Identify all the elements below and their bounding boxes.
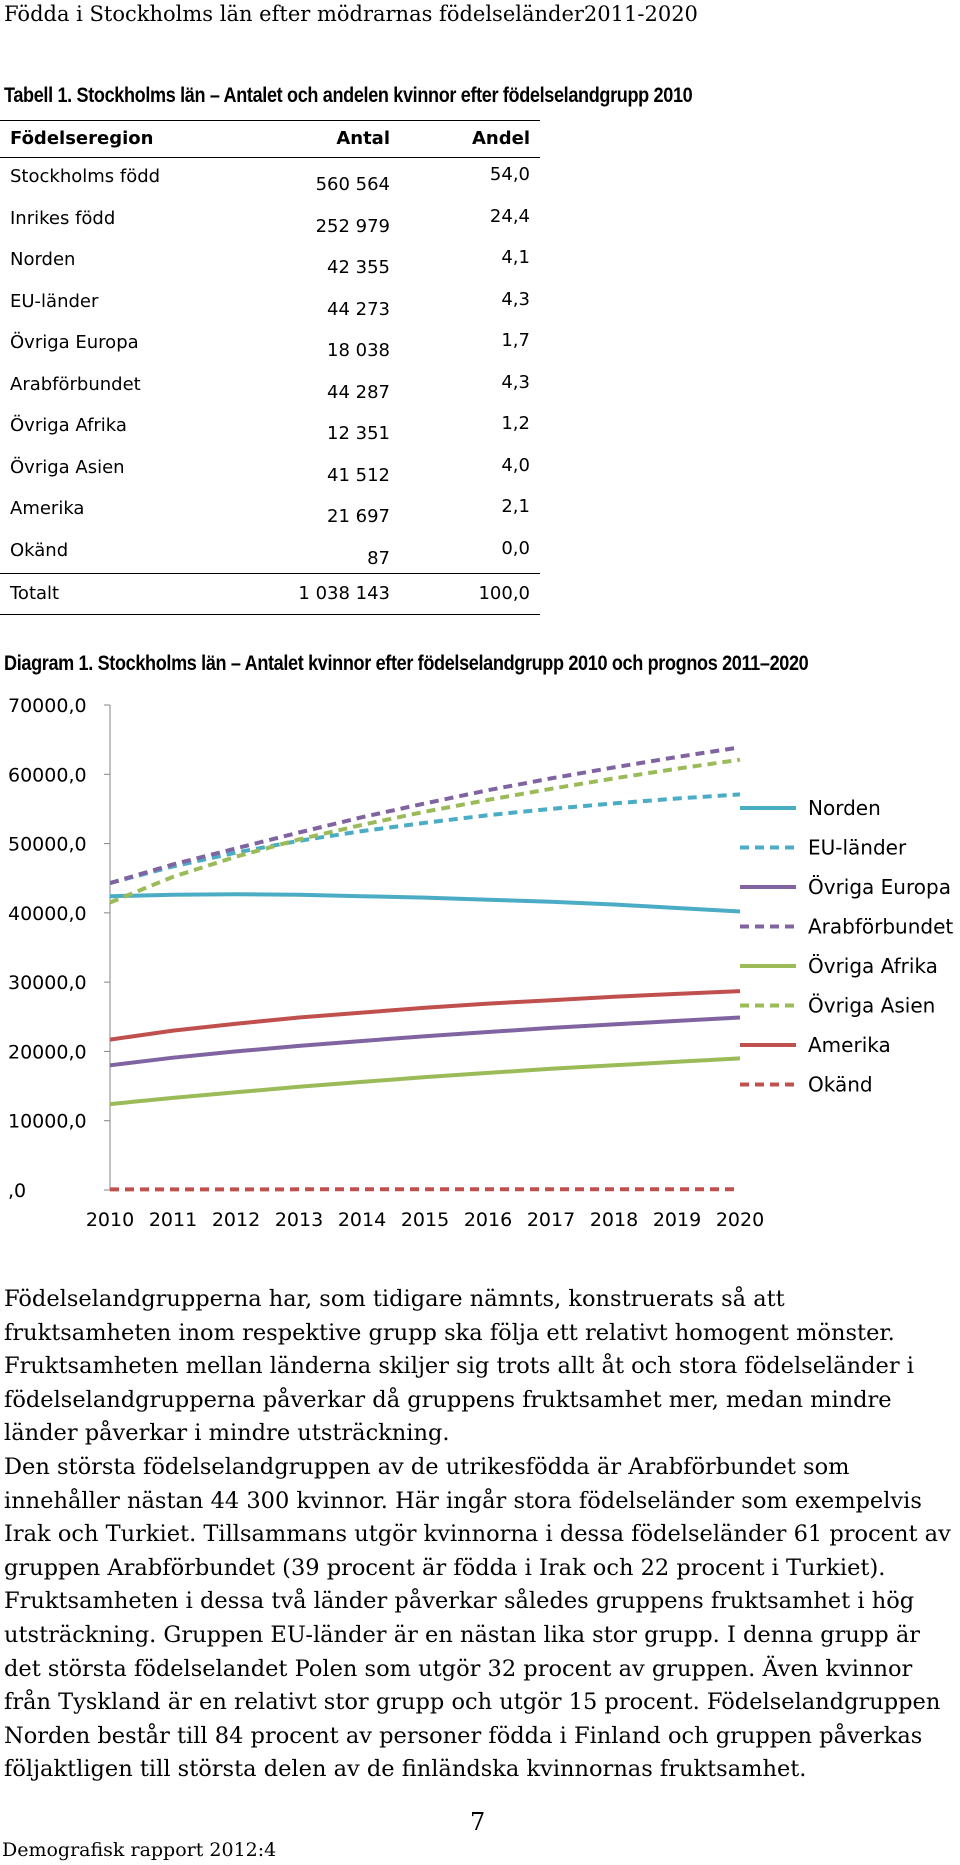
table-row: Stockholms född 560 564 54,0 bbox=[0, 158, 540, 200]
table-header-row: Födelseregion Antal Andel bbox=[0, 120, 540, 158]
y-tick-label: 30000,0 bbox=[8, 972, 87, 994]
body-text: Födelselandgrupperna har, som tidigare n… bbox=[4, 1283, 954, 1787]
x-tick-label: 2010 bbox=[86, 1209, 134, 1231]
series-line-övriga-asien bbox=[109, 757, 741, 905]
table-cell-name: Inrikes född bbox=[10, 207, 116, 229]
table-cell-antal: 41 512 bbox=[327, 464, 390, 486]
table-body: Stockholms född 560 564 54,0 Inrikes född 25… bbox=[0, 158, 540, 573]
x-tick-label: 2011 bbox=[149, 1209, 197, 1231]
table-cell-antal: 87 bbox=[367, 547, 390, 569]
table-row: Övriga Asien 41 512 4,0 bbox=[0, 449, 540, 491]
table-cell-name: Övriga Asien bbox=[10, 456, 125, 478]
page-header: Födda i Stockholms län efter mödrarnas f… bbox=[4, 2, 698, 26]
table-cell-andel: 4,3 bbox=[501, 371, 530, 393]
total-andel: 100,0 bbox=[478, 583, 530, 604]
y-tick-label: ,0 bbox=[8, 1180, 26, 1202]
x-tick-label: 2012 bbox=[212, 1209, 260, 1231]
col-header-region: Födelseregion bbox=[10, 128, 154, 149]
x-tick-label: 2020 bbox=[716, 1209, 764, 1231]
series-line-övriga-afrika bbox=[109, 1056, 741, 1107]
table-row: Inrikes född 252 979 24,4 bbox=[0, 200, 540, 242]
paragraph-2: Den största födelselandgruppen av de utr… bbox=[4, 1453, 951, 1783]
y-tick-label: 20000,0 bbox=[8, 1041, 87, 1063]
x-tick-label: 2016 bbox=[464, 1209, 512, 1231]
series-line-norden bbox=[109, 892, 741, 914]
table-cell-andel: 4,1 bbox=[501, 247, 530, 268]
series-line-övriga-europa bbox=[109, 1015, 741, 1068]
table-cell-antal: 44 287 bbox=[327, 381, 390, 403]
table-cell-andel: 24,4 bbox=[489, 205, 530, 227]
y-tick-label: 10000,0 bbox=[8, 1111, 87, 1133]
table-cell-andel: 4,3 bbox=[501, 288, 530, 310]
table-cell-name: Norden bbox=[10, 249, 76, 270]
table-cell-antal: 21 697 bbox=[327, 506, 390, 527]
table-cell-antal: 44 273 bbox=[327, 298, 390, 320]
page-number: 7 bbox=[470, 1808, 486, 1836]
table-cell-andel: 0,0 bbox=[501, 537, 530, 559]
y-tick-label: 50000,0 bbox=[8, 834, 87, 856]
x-tick-label: 2014 bbox=[338, 1209, 386, 1231]
x-tick-label: 2015 bbox=[401, 1209, 449, 1231]
table-cell-name: Okänd bbox=[10, 539, 69, 561]
table-row: EU-länder 44 273 4,3 bbox=[0, 283, 540, 325]
table-cell-name: Övriga Afrika bbox=[10, 415, 127, 436]
total-name: Totalt bbox=[10, 583, 60, 604]
legend-label: Norden bbox=[808, 796, 881, 820]
table-caption: Tabell 1. Stockholms län – Antalet och a… bbox=[4, 84, 693, 107]
table-cell-andel: 1,2 bbox=[501, 413, 530, 434]
table-cell-andel: 4,0 bbox=[501, 454, 530, 476]
series-line-arabförbundet bbox=[109, 745, 741, 886]
legend-label: Övriga Europa bbox=[808, 875, 951, 899]
total-antal: 1 038 143 bbox=[298, 583, 390, 604]
table-cell-name: Stockholms född bbox=[10, 166, 161, 187]
col-header-andel: Andel bbox=[471, 128, 530, 149]
legend-label: Övriga Asien bbox=[808, 994, 935, 1018]
table-cell-antal: 560 564 bbox=[315, 174, 390, 195]
table-cell-antal: 252 979 bbox=[315, 215, 390, 237]
x-tick-label: 2019 bbox=[653, 1209, 701, 1231]
legend-label: Okänd bbox=[808, 1073, 873, 1097]
legend-label: Amerika bbox=[808, 1033, 891, 1057]
table-cell-name: Arabförbundet bbox=[10, 373, 141, 395]
y-tick-label: 40000,0 bbox=[8, 903, 87, 925]
chart-title: Diagram 1. Stockholms län – Antalet kvin… bbox=[4, 652, 809, 675]
series-line-amerika bbox=[109, 989, 741, 1042]
x-tick-label: 2017 bbox=[527, 1209, 575, 1231]
table-total-row: Totalt 1 038 143 100,0 bbox=[0, 573, 540, 615]
table-row: Övriga Afrika 12 351 1,2 bbox=[0, 407, 540, 449]
table-cell-andel: 54,0 bbox=[489, 164, 530, 185]
table-row: Amerika 21 697 2,1 bbox=[0, 490, 540, 532]
table-row: Okänd 87 0,0 bbox=[0, 532, 540, 574]
table-cell-andel: 2,1 bbox=[501, 496, 530, 517]
table-row: Övriga Europa 18 038 1,7 bbox=[0, 324, 540, 366]
y-tick-label: 70000,0 bbox=[8, 695, 87, 717]
table-cell-andel: 1,7 bbox=[501, 330, 530, 351]
y-tick-label: 60000,0 bbox=[8, 764, 87, 786]
table-row: Norden 42 355 4,1 bbox=[0, 241, 540, 283]
page-footer: Demografisk rapport 2012:4 bbox=[2, 1839, 277, 1861]
legend-label: Övriga Afrika bbox=[808, 954, 938, 978]
table-cell-name: EU-länder bbox=[10, 290, 99, 312]
table-row: Arabförbundet 44 287 4,3 bbox=[0, 366, 540, 408]
series-line-eu-länder bbox=[109, 792, 741, 886]
line-chart: ,0 10000,0 20000,0 30000,0 40000,0 50000,0 600… bbox=[8, 695, 953, 1231]
x-tick-label: 2018 bbox=[590, 1209, 638, 1231]
col-header-antal: Antal bbox=[336, 128, 390, 149]
data-table: Födelseregion Antal Andel Stockholms föd… bbox=[0, 120, 540, 615]
paragraph-1: Födelselandgrupperna har, som tidigare n… bbox=[4, 1286, 914, 1447]
table-cell-name: Amerika bbox=[10, 498, 85, 519]
legend-label: EU-länder bbox=[808, 836, 907, 860]
table-cell-antal: 42 355 bbox=[327, 257, 390, 278]
table-cell-name: Övriga Europa bbox=[10, 332, 139, 353]
table-cell-antal: 18 038 bbox=[327, 340, 390, 361]
table-cell-antal: 12 351 bbox=[327, 423, 390, 444]
x-tick-label: 2013 bbox=[275, 1209, 323, 1231]
legend-label: Arabförbundet bbox=[808, 915, 953, 939]
